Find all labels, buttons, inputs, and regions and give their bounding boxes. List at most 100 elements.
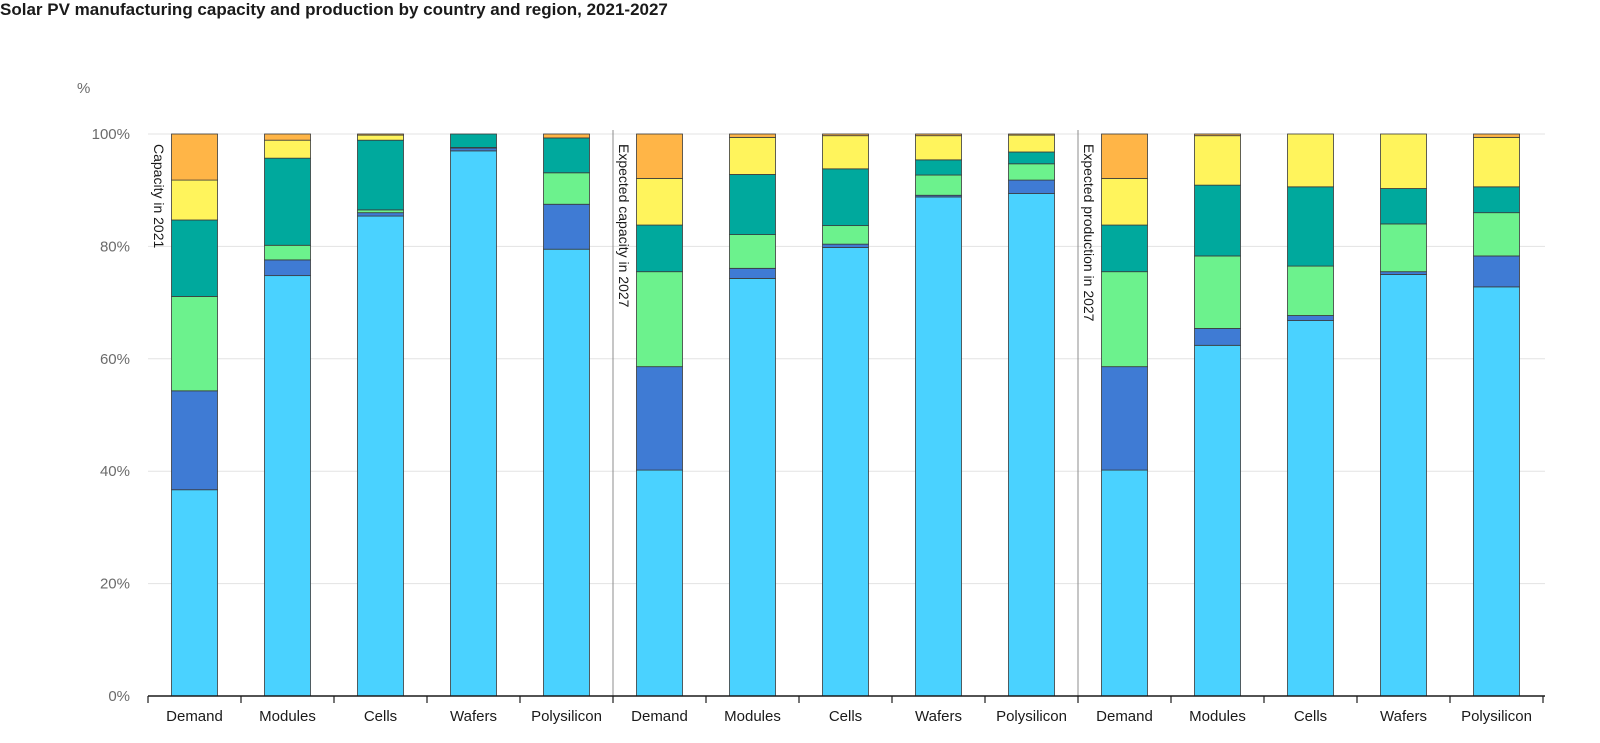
bar-segment — [1008, 134, 1055, 153]
y-tick-label: 20% — [100, 576, 130, 593]
x-tick-label: Cells — [1294, 708, 1327, 725]
bar-segment — [822, 135, 869, 170]
bar-segment — [1287, 315, 1334, 321]
bar-segment — [1473, 255, 1520, 288]
bar-segment — [171, 219, 218, 297]
bar-segment — [822, 133, 869, 137]
bar-segment — [636, 133, 683, 179]
bar-segment — [1101, 177, 1148, 226]
bar-segment — [450, 150, 497, 697]
x-axis: Demand Modules Cells Wafers Polysilicon Deman… — [147, 695, 1545, 725]
bar-segment — [264, 157, 311, 246]
bar-segment — [543, 248, 590, 697]
bar-segment — [915, 135, 962, 161]
bars — [171, 133, 1520, 697]
bar-segment — [915, 133, 962, 137]
bar-segment — [729, 136, 776, 175]
bar-segment — [450, 147, 497, 152]
bar-segment — [264, 244, 311, 261]
x-tick-label: Modules — [259, 708, 316, 725]
panel-separators: Capacity in 2021 Expected capacity in 202… — [151, 130, 1097, 696]
bar-segment — [1473, 212, 1520, 257]
x-tick-label: Polysilicon — [531, 708, 602, 725]
panel-label: Expected capacity in 2027 — [616, 144, 632, 308]
bar-segment — [1194, 255, 1241, 329]
bar-segment — [1194, 328, 1241, 346]
y-axis-unit-label: % — [77, 80, 90, 97]
bar-segment — [543, 133, 590, 139]
bar-segment — [1473, 133, 1520, 138]
bar-segment — [264, 139, 311, 159]
bar-segment — [1194, 133, 1241, 137]
bar-segment — [357, 139, 404, 211]
y-tick-label: 80% — [100, 238, 130, 255]
bar-segment — [1008, 163, 1055, 181]
bar-segment — [729, 278, 776, 697]
bar-segment — [729, 133, 776, 138]
bar-segment — [357, 209, 404, 214]
panel-label: Capacity in 2021 — [151, 144, 167, 249]
y-tick-label: 60% — [100, 351, 130, 368]
bar-segment — [1380, 223, 1427, 273]
bar-segment — [1008, 133, 1055, 136]
bar-segment — [543, 137, 590, 174]
bar-segment — [822, 247, 869, 697]
bar-segment — [1008, 193, 1055, 697]
x-tick-label: Cells — [364, 708, 397, 725]
bar-segment — [543, 203, 590, 250]
bar-segment — [636, 271, 683, 368]
x-tick-label: Demand — [1096, 708, 1153, 725]
x-tick-label: Wafers — [1380, 708, 1427, 725]
bar-segment — [357, 212, 404, 217]
bar-segment — [636, 366, 683, 471]
x-tick-label: Cells — [829, 708, 862, 725]
bar-segment — [636, 177, 683, 226]
bar-segment — [1287, 186, 1334, 267]
bar-segment — [1101, 366, 1148, 471]
bar-segment — [1473, 286, 1520, 697]
panel-label: Expected production in 2027 — [1081, 144, 1097, 322]
bar-segment — [822, 225, 869, 245]
bar-segment — [1194, 184, 1241, 257]
bar-segment — [915, 174, 962, 196]
x-tick-label: Demand — [631, 708, 688, 725]
bar-segment — [1101, 271, 1148, 368]
bar-segment — [915, 196, 962, 697]
x-tick-label: Wafers — [450, 708, 497, 725]
x-tick-label: Polysilicon — [996, 708, 1067, 725]
chart-title: Solar PV manufacturing capacity and prod… — [0, 0, 668, 19]
bar-segment — [264, 259, 311, 277]
bar-segment — [1101, 133, 1148, 179]
bar-segment — [636, 469, 683, 697]
bar-segment — [1380, 188, 1427, 225]
bar-segment — [729, 267, 776, 279]
x-tick-label: Polysilicon — [1461, 708, 1532, 725]
bar-segment — [171, 489, 218, 697]
bar-segment — [915, 159, 962, 176]
bar-segment — [171, 179, 218, 221]
bar-segment — [729, 234, 776, 269]
x-tick-label: Demand — [166, 708, 223, 725]
x-tick-label: Modules — [1189, 708, 1246, 725]
bar-segment — [450, 133, 497, 148]
bar-segment — [1287, 265, 1334, 316]
bar-segment — [729, 174, 776, 235]
bar-segment — [1287, 320, 1334, 697]
bar-segment — [1101, 469, 1148, 697]
bar-segment — [822, 168, 869, 227]
bar-segment — [1473, 186, 1520, 214]
bar-segment — [171, 390, 218, 491]
bar-segment — [1380, 133, 1427, 189]
bar-segment — [1380, 271, 1427, 275]
bar-segment — [1008, 151, 1055, 165]
bar-segment — [822, 243, 869, 248]
bar-segment — [357, 133, 404, 136]
y-tick-label: 100% — [92, 126, 130, 143]
bar-segment — [1194, 135, 1241, 186]
bar-segment — [357, 215, 404, 697]
bar-segment — [543, 172, 590, 205]
bar-segment — [1194, 344, 1241, 697]
bar-segment — [1473, 136, 1520, 188]
y-tick-label: 0% — [108, 688, 130, 705]
